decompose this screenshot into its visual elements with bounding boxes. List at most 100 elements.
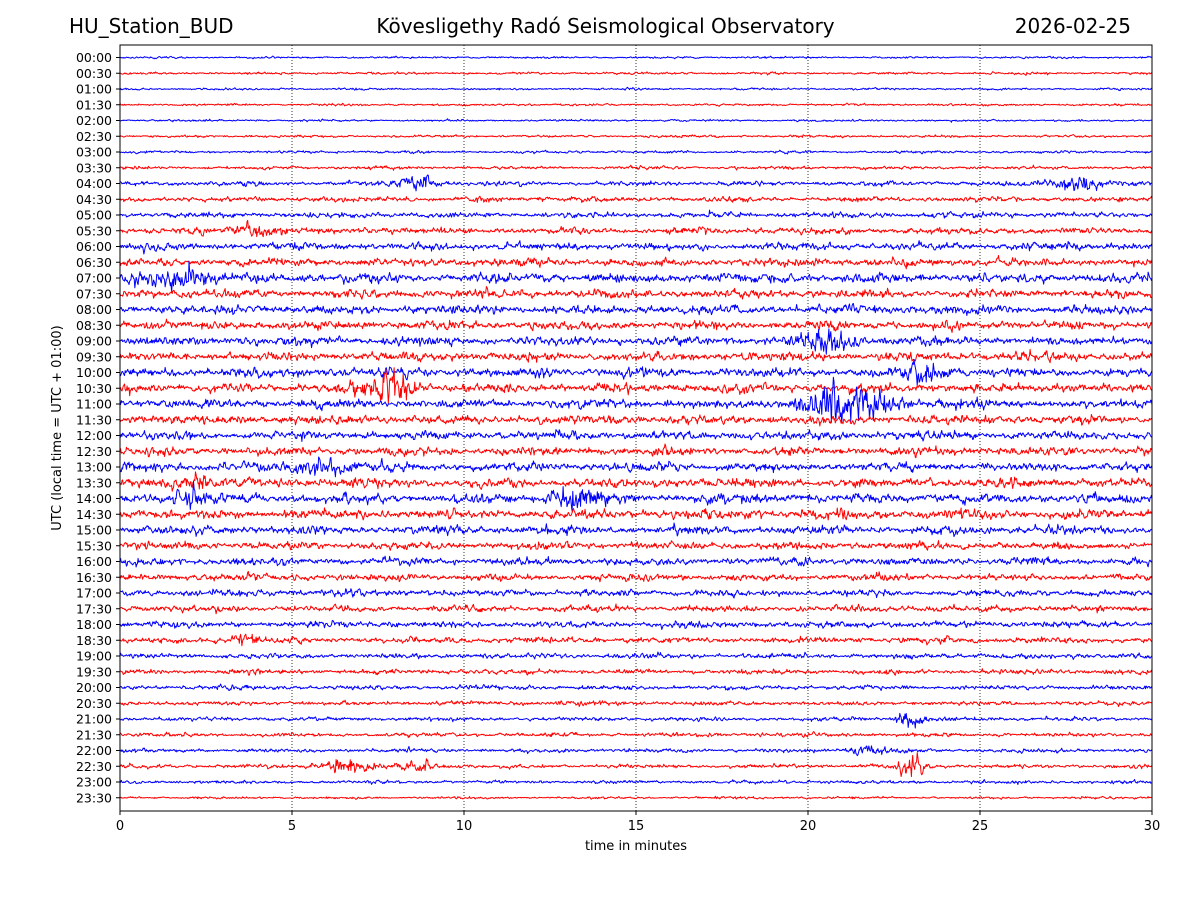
trace-18:30 [119, 633, 1153, 647]
x-tick-label-20: 20 [800, 819, 817, 834]
y-tick-label-13:30: 13:30 [76, 475, 112, 490]
trace-10:30 [119, 367, 1153, 404]
trace-04:30 [119, 195, 1153, 204]
y-tick-label-12:30: 12:30 [76, 444, 112, 459]
trace-16:30 [119, 570, 1153, 583]
y-tick-label-09:00: 09:00 [76, 334, 112, 349]
y-tick-label-03:00: 03:00 [76, 145, 112, 160]
x-tick-label-5: 5 [288, 819, 296, 834]
trace-11:00 [119, 376, 1153, 424]
y-tick-label-14:00: 14:00 [76, 491, 112, 506]
trace-09:00 [119, 328, 1153, 355]
trace-08:00 [119, 303, 1153, 317]
x-tick-label-0: 0 [116, 819, 124, 834]
y-tick-label-15:00: 15:00 [76, 523, 112, 538]
trace-17:00 [119, 588, 1153, 599]
y-axis-label: UTC (local time = UTC + 01:00) [50, 325, 65, 530]
y-tick-label-07:00: 07:00 [76, 271, 112, 286]
y-tick-label-18:00: 18:00 [76, 617, 112, 632]
y-tick-label-02:30: 02:30 [76, 129, 112, 144]
y-tick-label-01:30: 01:30 [76, 97, 112, 112]
x-tick-label-25: 25 [972, 819, 989, 834]
date-title: 2026-02-25 [1014, 14, 1131, 38]
y-tick-label-11:30: 11:30 [76, 412, 112, 427]
trace-23:30 [119, 795, 1153, 800]
trace-07:30 [119, 286, 1153, 300]
trace-19:00 [119, 651, 1153, 660]
y-tick-label-07:30: 07:30 [76, 286, 112, 301]
trace-16:00 [119, 555, 1153, 568]
x-axis-label: time in minutes [585, 839, 687, 854]
y-tick-label-22:00: 22:00 [76, 743, 112, 758]
trace-03:00 [119, 149, 1153, 155]
trace-06:30 [119, 254, 1153, 270]
y-tick-label-04:00: 04:00 [76, 176, 112, 191]
trace-12:30 [119, 443, 1153, 459]
grid-lines [291, 45, 981, 811]
y-tick-label-00:30: 00:30 [76, 66, 112, 81]
y-tick-label-20:30: 20:30 [76, 696, 112, 711]
y-tick-label-18:30: 18:30 [76, 633, 112, 648]
trace-08:30 [119, 318, 1153, 333]
trace-03:30 [119, 164, 1153, 171]
y-tick-label-06:00: 06:00 [76, 239, 112, 254]
trace-22:00 [119, 745, 1153, 757]
y-tick-label-08:00: 08:00 [76, 302, 112, 317]
trace-10:00 [119, 358, 1153, 386]
trace-07:00 [119, 260, 1153, 293]
trace-18:00 [119, 619, 1153, 630]
x-tick-label-15: 15 [628, 819, 645, 834]
y-tick-label-17:00: 17:00 [76, 586, 112, 601]
trace-20:00 [119, 683, 1153, 692]
trace-11:30 [119, 413, 1153, 427]
y-tick-label-05:30: 05:30 [76, 223, 112, 238]
y-tick-label-06:30: 06:30 [76, 255, 112, 270]
trace-13:00 [119, 456, 1153, 478]
x-tick-label-30: 30 [1144, 819, 1161, 834]
trace-06:00 [119, 240, 1153, 255]
y-tick-label-01:00: 01:00 [76, 82, 112, 97]
y-tick-label-03:30: 03:30 [76, 160, 112, 175]
trace-09:30 [119, 348, 1153, 364]
y-tick-label-09:30: 09:30 [76, 349, 112, 364]
trace-02:00 [119, 118, 1153, 123]
trace-13:30 [119, 471, 1153, 492]
trace-20:30 [119, 699, 1153, 708]
trace-00:30 [119, 71, 1153, 76]
trace-05:30 [119, 219, 1153, 238]
axes: 0 5 10 15 20 25 30 00:0000:3001:0001:3002:0002:… [76, 50, 1160, 834]
trace-23:00 [119, 778, 1153, 785]
y-tick-label-05:00: 05:00 [76, 208, 112, 223]
y-tick-label-23:00: 23:00 [76, 775, 112, 790]
y-tick-label-13:00: 13:00 [76, 460, 112, 475]
y-tick-label-12:00: 12:00 [76, 428, 112, 443]
trace-19:30 [119, 668, 1153, 676]
trace-01:30 [119, 102, 1153, 107]
y-tick-label-00:00: 00:00 [76, 50, 112, 65]
trace-15:30 [119, 540, 1153, 551]
y-tick-label-04:30: 04:30 [76, 192, 112, 207]
y-tick-label-21:30: 21:30 [76, 727, 112, 742]
y-tick-label-16:00: 16:00 [76, 554, 112, 569]
y-tick-label-15:30: 15:30 [76, 538, 112, 553]
y-tick-label-10:30: 10:30 [76, 381, 112, 396]
station-title: HU_Station_BUD [69, 14, 234, 38]
y-tick-label-20:00: 20:00 [76, 680, 112, 695]
trace-05:00 [119, 209, 1153, 219]
trace-01:00 [119, 86, 1153, 92]
y-tick-label-23:30: 23:30 [76, 790, 112, 805]
y-tick-label-16:30: 16:30 [76, 570, 112, 585]
y-tick-label-14:30: 14:30 [76, 507, 112, 522]
trace-21:00 [119, 712, 1153, 729]
trace-rows [119, 55, 1153, 800]
y-tick-label-21:00: 21:00 [76, 712, 112, 727]
y-tick-label-19:30: 19:30 [76, 664, 112, 679]
trace-17:30 [119, 603, 1153, 615]
trace-00:00 [119, 55, 1153, 60]
trace-15:00 [119, 522, 1153, 538]
y-tick-label-19:00: 19:00 [76, 649, 112, 664]
y-tick-label-02:00: 02:00 [76, 113, 112, 128]
y-tick-label-17:30: 17:30 [76, 601, 112, 616]
